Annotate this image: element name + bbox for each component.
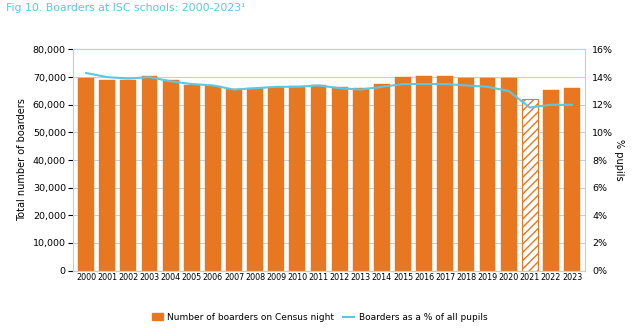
Bar bbox=[374, 84, 390, 271]
Bar bbox=[226, 89, 242, 271]
Bar bbox=[163, 81, 178, 271]
Bar bbox=[522, 99, 537, 271]
Bar bbox=[142, 76, 157, 271]
Legend: Number of boarders on Census night, Boarders as a % of all pupils: Number of boarders on Census night, Boar… bbox=[148, 309, 491, 325]
Bar bbox=[480, 78, 495, 271]
Bar bbox=[289, 86, 305, 271]
Bar bbox=[247, 88, 263, 271]
Bar bbox=[78, 78, 94, 271]
Bar bbox=[332, 86, 348, 271]
Bar bbox=[416, 76, 432, 271]
Bar bbox=[353, 88, 369, 271]
Bar bbox=[311, 85, 327, 271]
Bar bbox=[184, 85, 200, 271]
Bar bbox=[121, 81, 136, 271]
Bar bbox=[437, 76, 453, 271]
Bar bbox=[543, 90, 559, 271]
Bar bbox=[458, 78, 474, 271]
Bar bbox=[564, 88, 580, 271]
Bar bbox=[99, 80, 115, 271]
Y-axis label: Total number of boarders: Total number of boarders bbox=[17, 99, 27, 221]
Bar bbox=[205, 86, 221, 271]
Bar bbox=[501, 78, 516, 271]
Y-axis label: % pupils: % pupils bbox=[615, 139, 624, 181]
Bar bbox=[395, 77, 411, 271]
Bar bbox=[268, 87, 284, 271]
Text: Fig 10. Boarders at ISC schools: 2000-2023¹: Fig 10. Boarders at ISC schools: 2000-20… bbox=[6, 3, 246, 13]
